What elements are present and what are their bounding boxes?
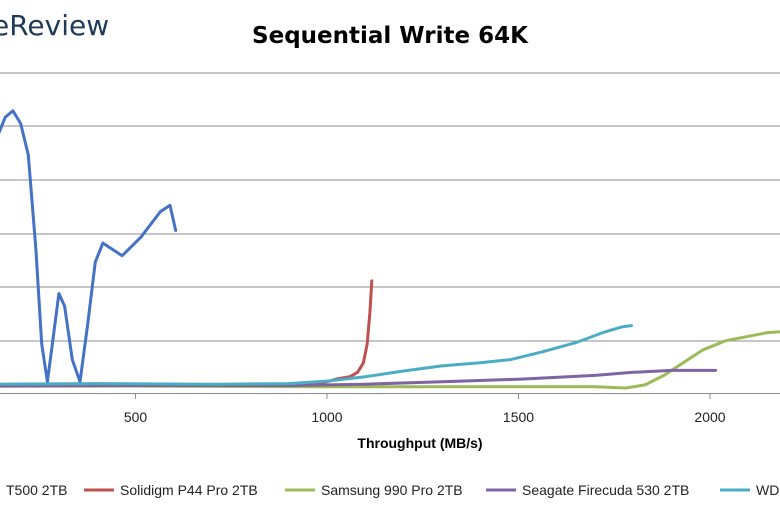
legend-label: Samsung 990 Pro 2TB: [321, 482, 463, 498]
legend-label: T500 2TB: [6, 482, 67, 498]
x-axis-label: Throughput (MB/s): [357, 435, 482, 451]
gridlines: [0, 72, 780, 394]
chart-title: Sequential Write 64K: [252, 23, 529, 49]
legend-label: WD: [756, 482, 779, 498]
x-tick-label: 1500: [503, 409, 534, 425]
series-line-3: [0, 330, 780, 390]
series-line-5: [0, 324, 633, 386]
x-tick-label: 2000: [694, 409, 725, 425]
legend: T500 2TB Solidigm P44 Pro 2TB Samsung 990 …: [6, 482, 779, 498]
series-line-1: [0, 109, 178, 384]
x-tick-label: 1000: [311, 409, 342, 425]
x-axis-ticks: 500 1000 1500 2000: [124, 393, 726, 425]
site-logo: eReview: [0, 9, 109, 42]
legend-label: Seagate Firecuda 530 2TB: [522, 482, 689, 498]
x-tick-label: 500: [124, 409, 148, 425]
series-lines: [0, 109, 780, 390]
legend-label: Solidigm P44 Pro 2TB: [120, 482, 258, 498]
series-line-2: [0, 279, 374, 387]
